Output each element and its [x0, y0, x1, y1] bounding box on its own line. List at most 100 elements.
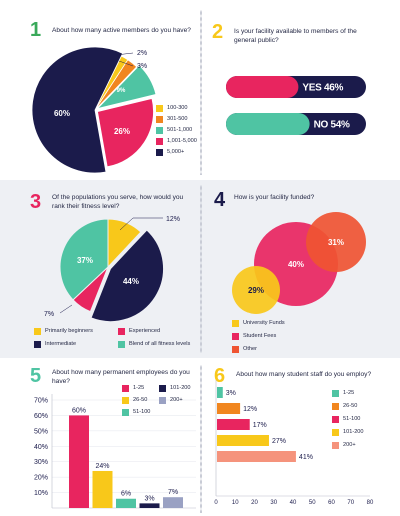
x-tick-label: 80 [367, 500, 374, 506]
legend-label: Experienced [129, 328, 161, 334]
pie-slice-5-000 [31, 46, 124, 174]
slice-label-experienced: 7% [44, 311, 54, 318]
legend-swatch [156, 105, 163, 112]
legend-item-101-200: 101-200 [159, 385, 191, 392]
legend-swatch [159, 385, 166, 392]
legend-label: 26-50 [133, 397, 148, 403]
bar-value-label: 12% [243, 406, 257, 413]
legend-item-1-25: 1-25 [122, 385, 144, 392]
divider [200, 10, 202, 175]
bar-1-25 [69, 415, 89, 508]
legend-item-26-50: 26-50 [122, 397, 147, 404]
bar-value-label: 3% [144, 495, 154, 502]
slice-label-100-300: 2% [137, 50, 147, 57]
legend-item-200: 200+ [332, 442, 356, 449]
panel-active-members: 1 About how many active members do you h… [0, 0, 200, 178]
x-tick-label: 0 [214, 500, 218, 506]
question-text: Is your facility available to members of… [234, 28, 357, 44]
bar-101-200 [217, 435, 269, 446]
bar-value-label: 3% [226, 390, 236, 397]
leader-line [118, 60, 134, 67]
y-tick-label: 40% [34, 444, 48, 451]
leader-line [119, 217, 134, 231]
x-tick-label: 40 [290, 500, 297, 506]
slice-label-301-500: 3% [137, 63, 147, 70]
legend-swatch [156, 149, 163, 156]
legend-item-501-1-000: 501-1,000 [156, 127, 192, 134]
members-pie-chart: 2% 3% 9% 26% 60% [31, 46, 157, 174]
y-tick-label: 70% [34, 398, 48, 405]
legend-swatch [122, 409, 129, 416]
bar-26-50 [92, 470, 113, 508]
bar-26-50 [217, 403, 241, 414]
bar-value-label: 24% [95, 463, 109, 470]
bar-value-label: 17% [253, 422, 267, 429]
legend-label: Blend of all fitness levels [129, 341, 191, 347]
bubble-label-university-funds: 29% [248, 286, 264, 295]
legend-swatch [156, 116, 163, 123]
slice-label-intermediate: 44% [123, 277, 139, 286]
slice-label-1-001-5-000: 26% [114, 127, 130, 136]
legend-swatch [232, 333, 239, 340]
question-text: About how many permanent employees do yo… [52, 369, 190, 385]
employees-bar-chart: 10% 20% 30% 40% 50% 60% 70% 60% 24% 6% 3% 7% [34, 394, 196, 509]
legend-item-5-000: 5,000+ [156, 149, 184, 156]
pie-slice-501-1-000 [96, 64, 157, 110]
bubble-university-funds [232, 266, 280, 314]
slice-label-501-1-000: 9% [117, 88, 126, 94]
x-tick-label: 10 [232, 500, 239, 506]
divider [200, 185, 202, 353]
bar-1-25 [217, 387, 223, 398]
legend-item-1-25: 1-25 [332, 390, 354, 397]
legend-label: Primarily beginners [45, 328, 93, 334]
legend-item-other: Other [232, 346, 257, 353]
student-staff-bar-chart: 0 10 20 30 40 50 60 70 80 3% 12% 17% 27% 41% [214, 380, 374, 506]
bar-200 [163, 497, 183, 508]
legend-item-26-50: 26-50 [332, 403, 357, 410]
legend-swatch [156, 127, 163, 134]
legend-swatch [34, 328, 41, 335]
legend-label: 200+ [170, 397, 183, 403]
legend-label: 5,000+ [167, 149, 185, 155]
legend-swatch [332, 416, 339, 423]
legend-label: 1-25 [133, 385, 145, 391]
bar-value-label: 6% [121, 491, 131, 498]
bar-51-100 [116, 498, 136, 508]
bar-value-label: 7% [168, 489, 178, 496]
panel-number: 4 [214, 189, 226, 211]
bar-value-label: 27% [272, 438, 286, 445]
y-tick-label: 60% [34, 413, 48, 420]
legend-item-blend-of-all-fitness-levels: Blend of all fitness levels [118, 341, 190, 348]
legend-item-200: 200+ [159, 397, 183, 404]
panel-permanent-employees: 5 About how many permanent employees do … [0, 360, 200, 516]
legend-swatch [332, 442, 339, 449]
slice-label-5-000: 60% [54, 109, 70, 118]
panel-fitness-level: 3 Of the populations you serve, how woul… [0, 180, 200, 358]
pie-slice-intermediate [90, 229, 164, 323]
y-tick-label: 10% [34, 490, 48, 497]
bar-fill-yes [226, 76, 299, 98]
legend-label: Intermediate [45, 341, 77, 347]
x-tick-label: 20 [251, 500, 258, 506]
legend-swatch [332, 429, 339, 436]
pie-slice-301-500 [94, 59, 138, 111]
legend-swatch [332, 403, 339, 410]
bar-value-label: 60% [72, 407, 86, 414]
legend-swatch [122, 385, 129, 392]
bar-value-label: 41% [299, 454, 313, 461]
question-text: How is your facility funded? [234, 194, 315, 201]
funding-bubble-chart: 40% 31% 29% [232, 212, 366, 314]
panel-student-staff: 6 About how many student staff do you em… [200, 360, 400, 516]
legend-label: 1,001-5,000 [167, 138, 197, 144]
legend-label: 100-300 [167, 105, 188, 111]
panel-number: 1 [30, 19, 42, 41]
legend-item-301-500: 301-500 [156, 116, 188, 123]
legend-item-intermediate: Intermediate [34, 341, 76, 348]
panel-number: 6 [214, 365, 226, 387]
legend-item-student-fees: Student Fees [232, 333, 276, 340]
divider [200, 365, 202, 513]
pie-slice-1-001-5-000 [97, 97, 154, 168]
bubble-label-student-fees: 40% [288, 260, 304, 269]
legend-swatch [232, 320, 239, 327]
y-tick-label: 30% [34, 459, 48, 466]
